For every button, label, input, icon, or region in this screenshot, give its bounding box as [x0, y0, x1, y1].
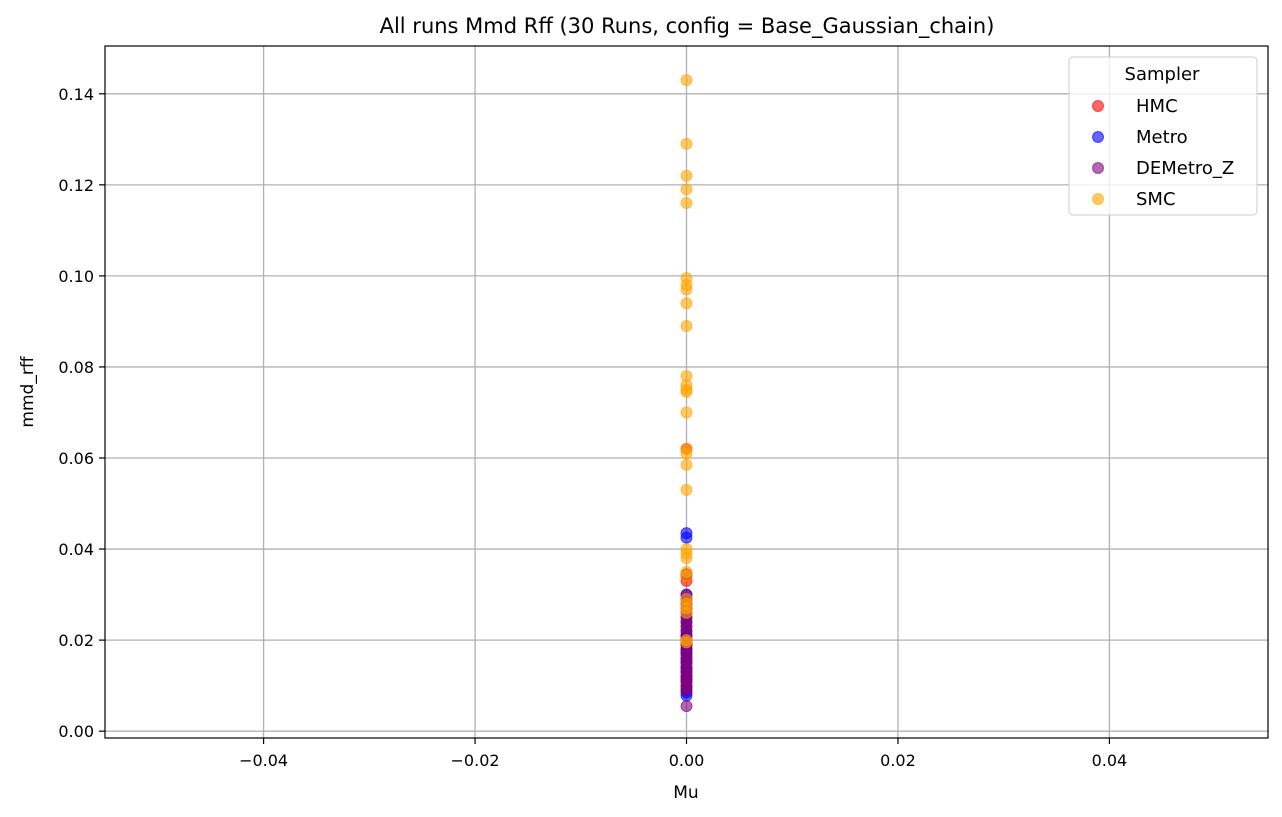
- data-point: [680, 197, 693, 210]
- legend-label: HMC: [1136, 96, 1178, 117]
- data-point: [680, 684, 693, 697]
- data-point: [680, 169, 693, 182]
- data-point: [680, 606, 693, 619]
- legend-marker: [1092, 193, 1104, 205]
- y-axis-ticks: 0.00 0.02 0.04 0.06 0.08 0.10 0.12 0.14: [58, 85, 105, 741]
- data-point: [680, 297, 693, 310]
- data-point: [680, 552, 693, 565]
- data-points: [680, 74, 693, 713]
- x-axis-label: Mu: [673, 783, 698, 803]
- y-tick-label: 0.08: [58, 358, 94, 377]
- y-tick-label: 0.00: [58, 722, 94, 741]
- legend: Sampler HMC Metro DEMetro_Z SMC: [1068, 56, 1258, 216]
- data-point: [680, 570, 693, 583]
- y-tick-label: 0.02: [58, 631, 94, 650]
- legend-box: [1068, 56, 1258, 216]
- legend-marker: [1092, 131, 1104, 143]
- data-point: [680, 700, 693, 713]
- legend-items: HMC Metro DEMetro_Z SMC: [1092, 96, 1234, 210]
- x-tick-label: 0.02: [880, 751, 916, 770]
- data-point: [680, 283, 693, 296]
- legend-marker: [1092, 100, 1104, 112]
- y-axis-label: mmd_rff: [18, 355, 38, 427]
- x-tick-label: −0.04: [239, 751, 288, 770]
- legend-marker: [1092, 162, 1104, 174]
- y-tick-label: 0.04: [58, 540, 94, 559]
- x-tick-label: 0.00: [669, 751, 705, 770]
- legend-label: SMC: [1136, 189, 1176, 210]
- data-point: [680, 386, 693, 398]
- data-point: [680, 183, 693, 196]
- data-point: [680, 319, 693, 332]
- legend-label: DEMetro_Z: [1136, 158, 1234, 179]
- y-tick-label: 0.06: [58, 449, 94, 468]
- chart-title: All runs Mmd Rff (30 Runs, config = Base…: [380, 14, 995, 39]
- y-tick-label: 0.10: [58, 267, 94, 286]
- data-point: [680, 483, 693, 496]
- legend-title: Sampler: [1125, 64, 1200, 85]
- data-point: [680, 406, 693, 419]
- x-axis-ticks: −0.04 −0.02 0.00 0.02 0.04: [239, 738, 1127, 770]
- series-smc: [680, 74, 693, 649]
- data-point: [680, 458, 693, 471]
- data-point: [680, 74, 693, 87]
- data-point: [680, 531, 693, 544]
- data-point: [680, 636, 693, 649]
- x-tick-label: −0.02: [451, 751, 500, 770]
- y-tick-label: 0.14: [58, 85, 94, 104]
- data-point: [680, 447, 693, 460]
- x-tick-label: 0.04: [1092, 751, 1128, 770]
- legend-label: Metro: [1136, 127, 1188, 148]
- y-tick-label: 0.12: [58, 176, 94, 195]
- data-point: [680, 137, 693, 150]
